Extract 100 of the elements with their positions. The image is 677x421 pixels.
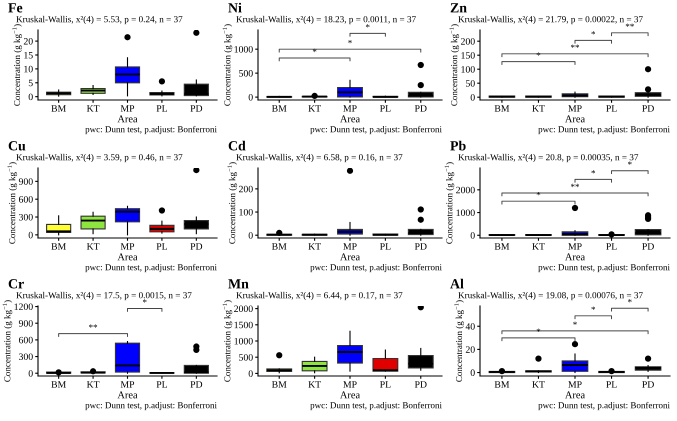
y-tick-label: 0 <box>28 370 33 377</box>
x-tick-label: MP <box>568 105 582 112</box>
y-tick-label: 300 <box>19 353 33 360</box>
chart-subtitle: Kruskal-Wallis, x²(4) = 6.44, p = 0.17, n = 37 <box>236 292 402 300</box>
x-axis-title: Area <box>340 115 360 122</box>
y-axis-title: Concentration (g kg$^{−1}$) <box>222 24 232 106</box>
x-tick-label: BM <box>494 243 510 250</box>
chart-title: Cr <box>8 279 24 288</box>
chart-subtitle: Kruskal-Wallis, x²(4) = 3.59, p = 0.46, n = 37 <box>16 154 182 162</box>
x-tick-label: PD <box>190 243 202 250</box>
annotation: * <box>591 306 596 310</box>
x-tick-label: PD <box>190 381 202 388</box>
x-tick-label: MP <box>120 105 134 112</box>
x-tick-label: PL <box>606 105 617 112</box>
x-tick-label: PD <box>414 243 427 250</box>
annotation: * <box>573 322 577 325</box>
y-tick-label: 0 <box>248 232 253 239</box>
text: * <box>142 299 147 303</box>
y-tick-label: 0 <box>248 94 253 101</box>
y-axis-title: Concentration (g kg$^{−1}$) <box>450 24 460 106</box>
x-tick-label: BM <box>272 243 287 250</box>
x-tick-label: BM <box>272 381 287 388</box>
chart-subtitle: Kruskal-Wallis, x²(4) = 21.79, p = 0.00022, n = 37 <box>458 16 643 24</box>
y-tick-label: 150 <box>461 52 475 59</box>
x-axis-title: Area <box>117 115 138 122</box>
chart-subtitle: Kruskal-Wallis, x²(4) = 20.8, p = 0.00035, n = 37 <box>458 154 638 162</box>
x-axis-title: Area <box>340 391 360 398</box>
y-tick-label: 200 <box>238 186 253 192</box>
x-tick-label: KT <box>532 105 545 112</box>
y-tick-label: 15 <box>24 52 33 58</box>
x-tick-label: KT <box>532 381 545 388</box>
x-tick-label: PL <box>380 243 390 250</box>
text: pwc: Dunn test, p.adjust: Bonferroni <box>85 264 217 272</box>
chart-title: Fe <box>8 3 22 12</box>
y-tick-label: 100 <box>461 66 475 73</box>
y-tick-label: 20 <box>466 346 475 353</box>
text: * <box>366 24 370 28</box>
y-axis-title: Concentration (g kg$^{−1}$) <box>228 162 238 244</box>
x-tick-label: MP <box>568 243 582 250</box>
chart-title: Pb <box>450 140 466 150</box>
y-tick-label: 500 <box>239 70 253 77</box>
y-tick-label: 100 <box>239 208 253 216</box>
y-tick-label: 600 <box>18 336 33 344</box>
x-tick-label: KT <box>308 105 321 112</box>
y-tick-label: 1000 <box>234 338 253 344</box>
x-tick-label: MP <box>343 381 357 388</box>
x-tick-label: BM <box>494 105 510 112</box>
chart-subtitle: Kruskal-Wallis, x²(4) = 17.5, p = 0.0015, n = 37 <box>16 292 192 300</box>
y-tick-label: 1000 <box>456 209 475 216</box>
x-tick-label: PL <box>380 105 390 112</box>
annotation: * <box>536 192 540 196</box>
y-axis-title: Concentration (g kg$^{−1}$) <box>444 162 454 244</box>
annotation: * <box>536 328 540 332</box>
y-tick-label: 40 <box>466 323 475 330</box>
y-tick-label: 0 <box>470 232 475 239</box>
text: pwc: Dunn test, p.adjust: Bonferroni <box>538 264 670 272</box>
y-tick-label: 200 <box>460 38 475 45</box>
x-tick-label: KT <box>308 381 321 388</box>
x-tick-label: MP <box>120 243 134 250</box>
chart-title: Cu <box>8 141 26 151</box>
y-tick-label: 0 <box>248 370 253 377</box>
y-tick-label: 1500 <box>234 322 253 328</box>
x-tick-label: PD <box>414 105 427 112</box>
text: pwc: Dunn test, p.adjust: Bonferroni <box>538 402 670 410</box>
y-tick-label: 0 <box>470 94 475 101</box>
y-axis-title: Concentration (g kg$^{−1}$) <box>222 300 232 382</box>
y-tick-label: 2000 <box>456 186 475 194</box>
chart-subtitle: Kruskal-Wallis, x²(4) = 18.23, p = 0.0011, n = 37 <box>236 16 416 24</box>
x-tick-label: PD <box>642 243 654 250</box>
x-axis-title: Area <box>340 253 360 260</box>
x-axis-title: Area <box>564 115 585 122</box>
text: ** <box>626 24 634 27</box>
x-tick-label: BM <box>494 381 510 388</box>
y-tick-label: 900 <box>18 178 33 185</box>
x-tick-label: BM <box>51 105 66 112</box>
annotation: ** <box>570 44 580 48</box>
text: * <box>628 161 632 165</box>
text: pwc: Dunn test, p.adjust: Bonferroni <box>85 126 217 134</box>
y-tick-label: 2000 <box>234 306 253 312</box>
x-tick-label: PD <box>642 381 654 388</box>
annotation: * <box>591 170 596 174</box>
x-tick-label: KT <box>532 243 545 250</box>
y-tick-label: 0 <box>470 369 475 376</box>
annotation: * <box>312 48 316 52</box>
chart-title: Cd <box>228 140 246 150</box>
y-axis-title: Concentration (g kg$^{−1}$) <box>454 300 464 382</box>
x-tick-label: PL <box>156 105 168 112</box>
x-axis-title: Area <box>117 253 138 260</box>
text: pwc: Dunn test, p.adjust: Bonferroni <box>310 264 442 272</box>
y-tick-label: 20 <box>24 38 33 45</box>
annotation: ** <box>570 184 580 188</box>
x-tick-label: PD <box>642 105 654 112</box>
y-tick-label: 50 <box>466 80 475 87</box>
text: pwc: Dunn test, p.adjust: Bonferroni <box>85 402 217 410</box>
y-tick-label: 0 <box>28 232 33 238</box>
chart-title: Zn <box>450 3 467 12</box>
y-tick-label: 5 <box>28 80 33 86</box>
x-tick-label: PD <box>190 105 202 112</box>
y-axis-title: Concentration (g kg$^{−1}$) <box>12 24 22 106</box>
x-tick-label: PD <box>414 381 427 388</box>
